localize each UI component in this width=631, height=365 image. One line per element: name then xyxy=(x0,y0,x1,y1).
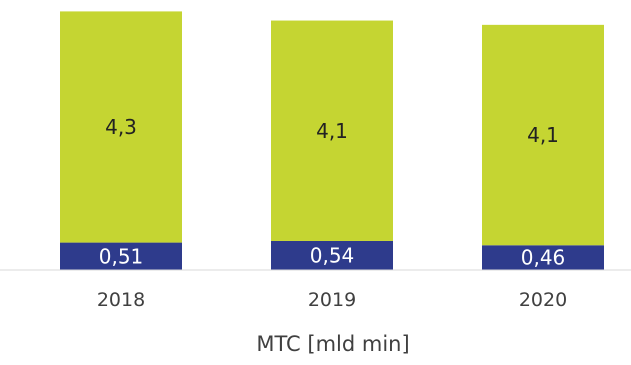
bar-series2-2018 xyxy=(60,11,182,243)
bar-series2-2020 xyxy=(482,24,604,246)
data-label-series2-2019: 4,1 xyxy=(316,119,348,143)
x-tick-labels: 2018 2019 2020 xyxy=(97,289,567,311)
bars-layer: 0,51 4,3 0,54 4,1 0,46 4,1 xyxy=(60,11,604,270)
x-axis-title: MTC [mld min] xyxy=(256,332,409,356)
x-tick-label-2018: 2018 xyxy=(97,289,145,311)
data-label-series2-2018: 4,3 xyxy=(105,115,137,139)
bar-series1-2019 xyxy=(271,240,393,270)
bar-series1-2020 xyxy=(482,245,604,270)
data-label-series1-2020: 0,46 xyxy=(521,246,566,270)
data-label-series2-2020: 4,1 xyxy=(527,123,559,147)
data-label-series1-2019: 0,54 xyxy=(310,243,355,267)
x-tick-label-2019: 2019 xyxy=(308,289,356,311)
bar-series2-2019 xyxy=(271,20,393,241)
x-tick-label-2020: 2020 xyxy=(519,289,567,311)
bar-series1-2018 xyxy=(60,242,182,270)
data-label-series1-2018: 0,51 xyxy=(99,244,144,268)
